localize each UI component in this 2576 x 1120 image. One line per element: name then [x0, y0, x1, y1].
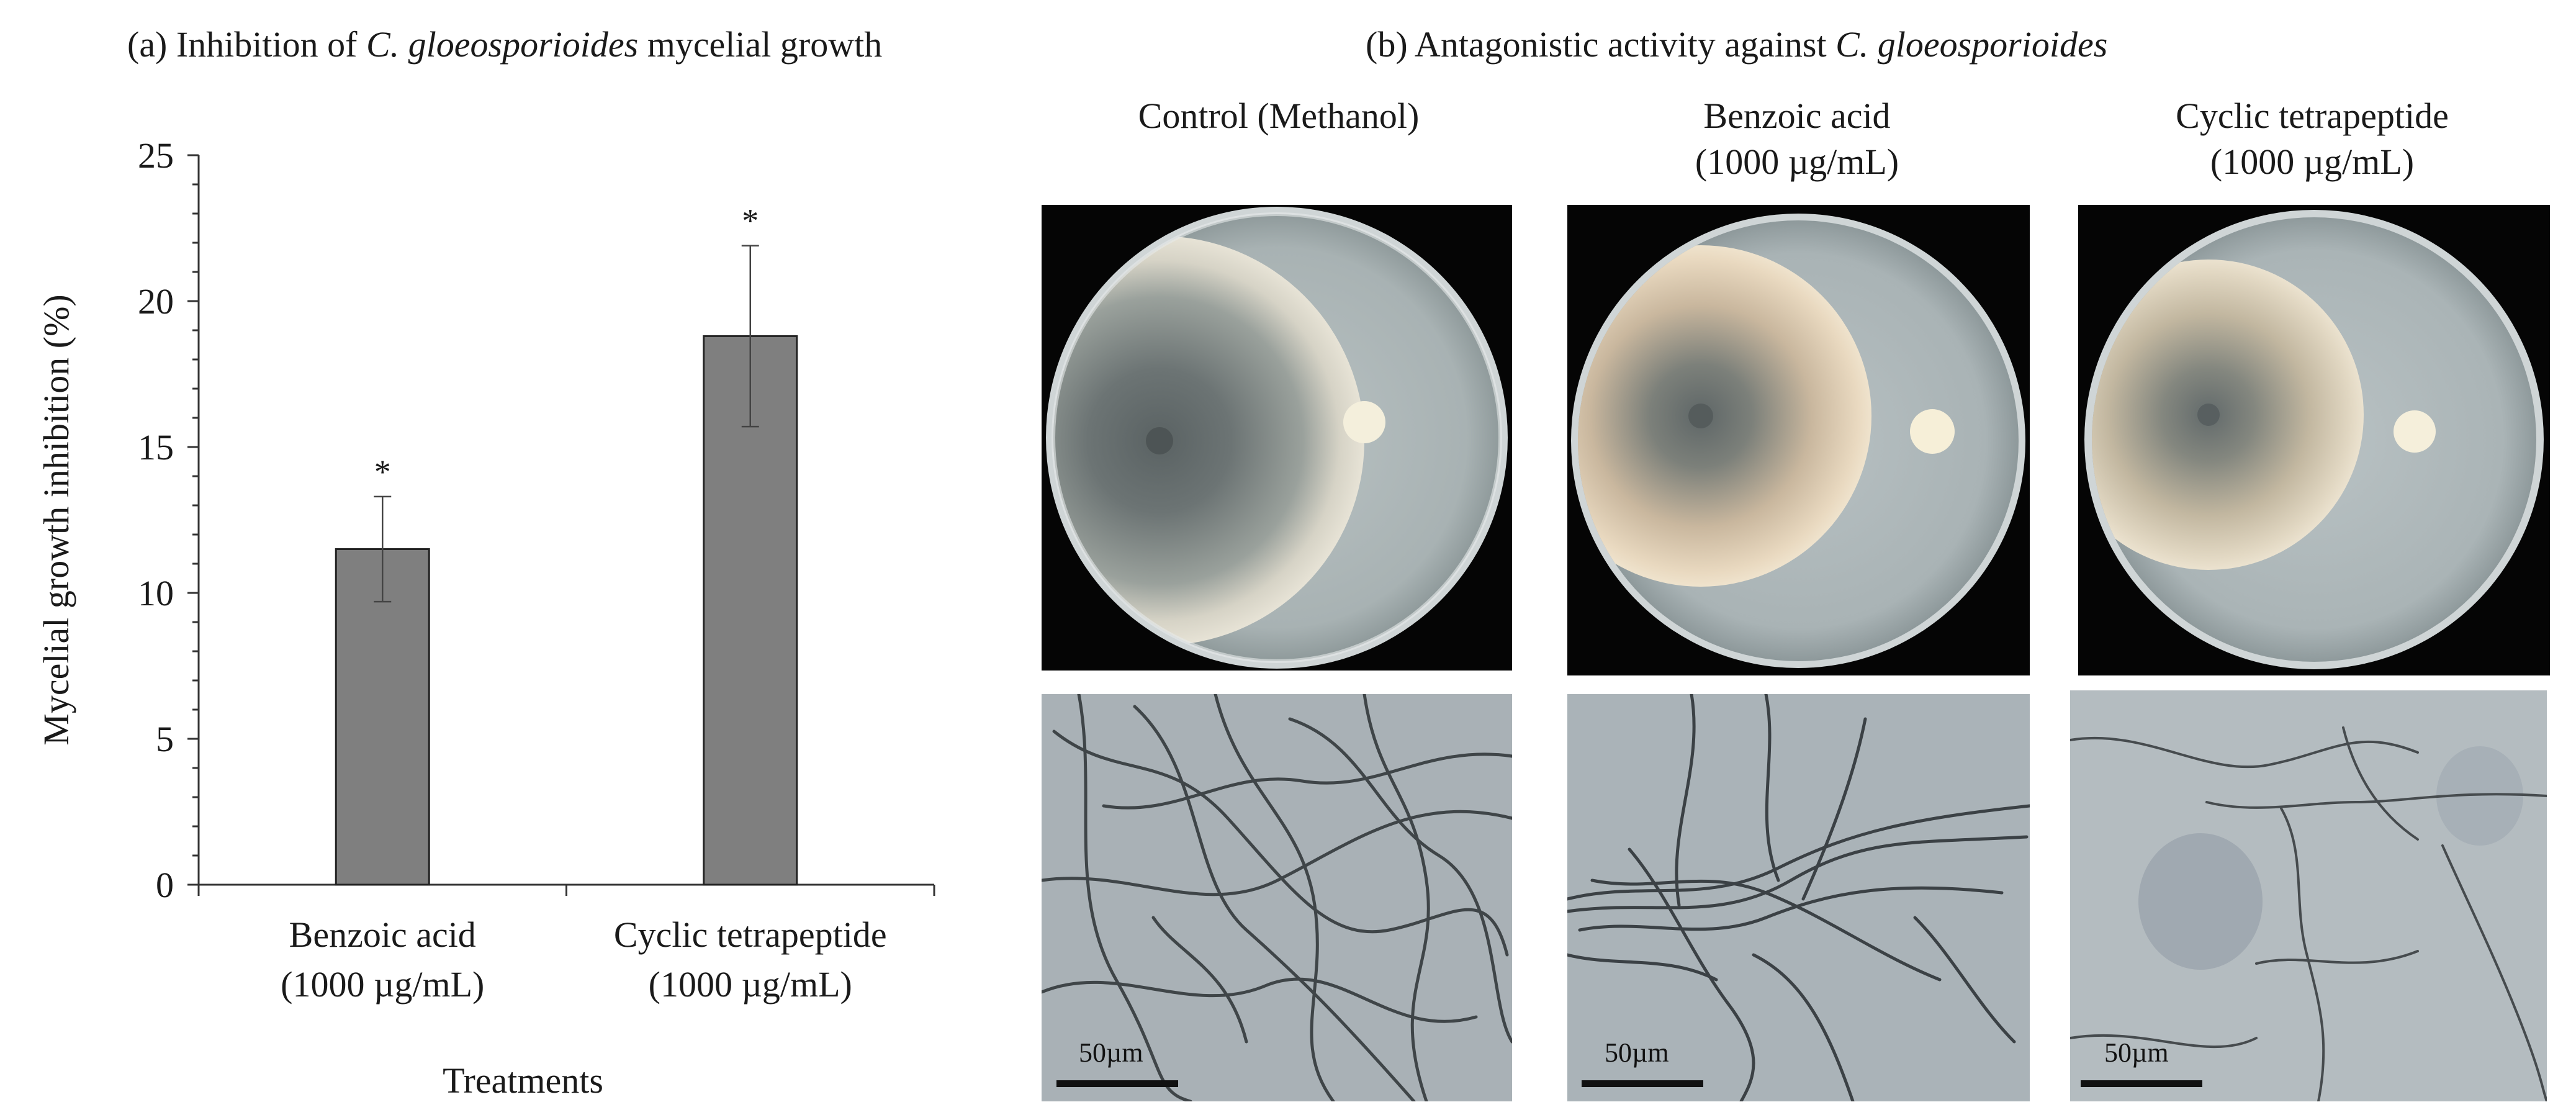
plate-photo-tetrapeptide [2078, 205, 2550, 675]
panel-b-title: (b) Antagonistic activity against C. glo… [1366, 24, 2107, 65]
panel-a-title-prefix: (a) Inhibition of [127, 24, 366, 65]
micrograph-control [1042, 694, 1512, 1101]
column-title-benzoic-line1: Benzoic acid [1703, 96, 1891, 136]
column-title-tetrapeptide: Cyclic tetrapeptide (1000 µg/mL) [2076, 93, 2548, 185]
scale-label-tetrapeptide: 50µm [2104, 1037, 2169, 1068]
x-category-label: (1000 µg/mL) [281, 964, 484, 1005]
column-title-benzoic-line2: (1000 µg/mL) [1695, 142, 1899, 182]
panel-a-title-suffix: mycelial growth [638, 24, 883, 65]
scale-label-control: 50µm [1079, 1037, 1143, 1068]
column-title-tetrapeptide-line1: Cyclic tetrapeptide [2176, 96, 2449, 136]
panel-a-title: (a) Inhibition of C. gloeosporioides myc… [127, 24, 882, 65]
inhibition-bar-chart: 0 5 10 15 20 25 * Benzoic acid (1000 µg/mL) * Cycl… [36, 135, 935, 1101]
x-category-label: (1000 µg/mL) [649, 964, 852, 1005]
bar [335, 548, 430, 886]
panel-b-title-prefix: (b) Antagonistic activity against [1366, 24, 1836, 65]
x-category-label: Benzoic acid [289, 915, 476, 955]
y-tick-label: 5 [156, 719, 174, 759]
scale-bar-control [1056, 1080, 1178, 1087]
column-title-control: Control (Methanol) [1043, 93, 1515, 139]
column-title-control-line1: Control (Methanol) [1138, 96, 1420, 136]
y-tick-label: 25 [138, 135, 174, 176]
panel-b-title-species: C. gloeosporioides [1835, 24, 2108, 65]
panel-a-title-species: C. gloeosporioides [366, 24, 639, 65]
column-title-tetrapeptide-line2: (1000 µg/mL) [2210, 142, 2415, 182]
y-tick-label: 0 [156, 865, 174, 905]
y-tick-label: 20 [138, 281, 174, 322]
micrograph-benzoic [1567, 694, 2030, 1101]
column-title-benzoic: Benzoic acid (1000 µg/mL) [1564, 93, 2030, 185]
scale-bar-benzoic [1582, 1080, 1703, 1087]
plate-photo-benzoic [1567, 205, 2030, 675]
significance-marker: * [742, 202, 759, 240]
x-axis-title: Treatments [443, 1060, 603, 1101]
scale-bar-tetrapeptide [2081, 1080, 2202, 1087]
micrograph-tetrapeptide [2070, 690, 2547, 1101]
y-tick-label: 10 [138, 573, 174, 613]
significance-marker: * [374, 453, 391, 490]
x-category-label: Cyclic tetrapeptide [614, 915, 887, 955]
scale-label-benzoic: 50µm [1605, 1037, 1669, 1068]
y-axis-title: Mycelial growth inhibition (%) [36, 294, 76, 745]
bar [703, 335, 798, 886]
plate-photo-control [1042, 205, 1512, 671]
y-tick-label: 15 [138, 427, 174, 467]
